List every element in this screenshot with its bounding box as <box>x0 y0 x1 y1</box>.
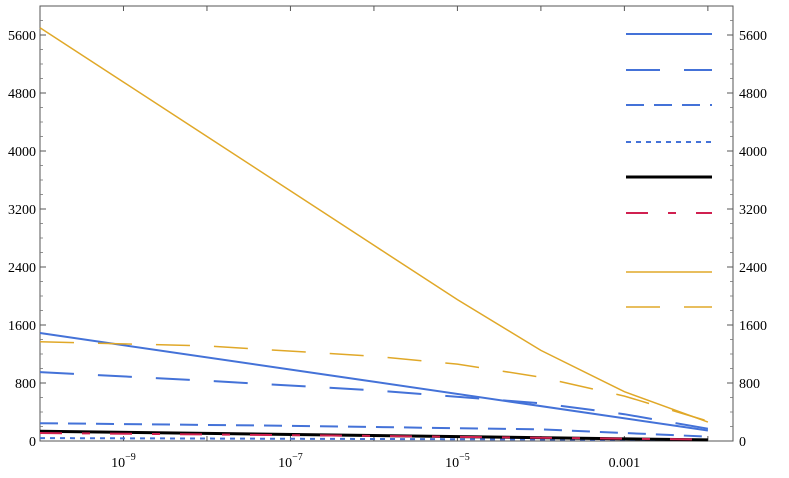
series-line-3 <box>39 422 708 438</box>
y-tick-label-right: 2400 <box>739 261 767 276</box>
legend <box>626 33 712 308</box>
y-tick-label-left: 4000 <box>8 145 36 160</box>
tick-labels-group: 0 0 800 800 1600 1600 2400 2400 3200 3200 4000 4000… <box>8 29 767 471</box>
y-tick-label-left: 800 <box>15 377 36 392</box>
plot-frame <box>39 5 734 442</box>
x-tick-label: 10−5 <box>445 452 470 471</box>
series-line-7 <box>39 27 709 423</box>
y-tick-label-left: 2400 <box>8 261 36 276</box>
x-tick-label: 10−9 <box>111 452 136 471</box>
y-tick-label-right: 4800 <box>739 87 767 102</box>
y-tick-label-left: 1600 <box>8 319 36 334</box>
y-tick-label-left: 3200 <box>8 203 36 218</box>
x-tick-label: 0.001 <box>609 456 641 471</box>
y-tick-label-left: 5600 <box>8 29 36 44</box>
series-line-1 <box>39 332 709 432</box>
y-tick-label-right: 0 <box>739 435 746 450</box>
series-line-2 <box>39 371 709 430</box>
y-tick-label-right: 1600 <box>739 319 767 334</box>
series-group <box>39 27 709 442</box>
axes-group <box>39 5 734 442</box>
y-tick-label-right: 4000 <box>739 145 767 160</box>
y-tick-label-right: 3200 <box>739 203 767 218</box>
series-line-5 <box>39 429 708 442</box>
y-tick-label-left: 4800 <box>8 87 36 102</box>
series-line-8 <box>39 340 709 422</box>
y-tick-label-right: 800 <box>739 377 760 392</box>
series-line-4 <box>39 437 708 441</box>
y-tick-label-left: 0 <box>29 435 36 450</box>
x-tick-label: 10−7 <box>278 452 303 471</box>
y-tick-label-right: 5600 <box>739 29 767 44</box>
